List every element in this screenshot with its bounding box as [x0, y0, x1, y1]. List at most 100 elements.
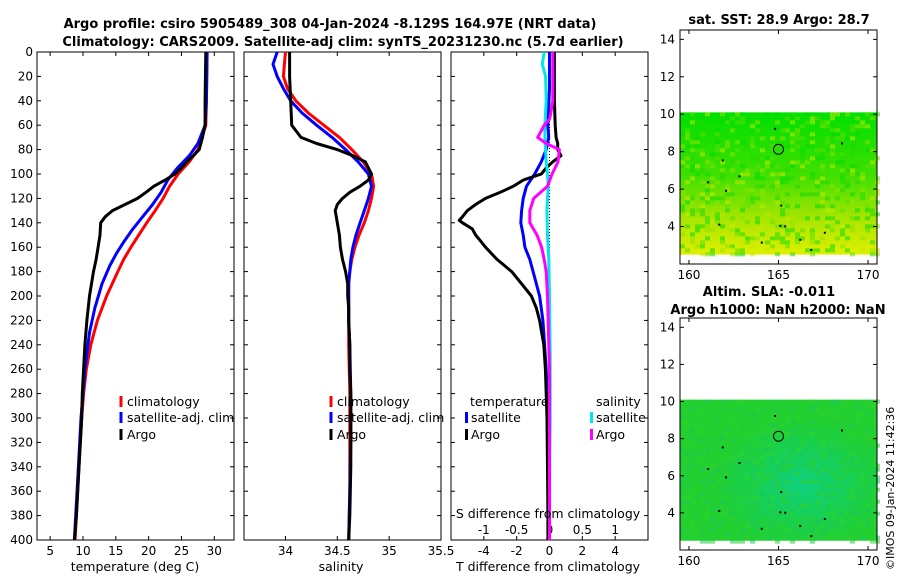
- heatmap-cell: [855, 495, 860, 500]
- heatmap-cell: [775, 511, 780, 516]
- heatmap-cell: [810, 407, 815, 412]
- heatmap-cell: [745, 483, 750, 488]
- heatmap-cell: [830, 128, 835, 133]
- y-tick-label: 400: [10, 533, 33, 547]
- heatmap-cell: [685, 467, 690, 472]
- heatmap-cell: [745, 204, 750, 209]
- heatmap-cell: [780, 224, 785, 229]
- heatmap-cell: [740, 531, 745, 536]
- x-tick-label: 35.5: [428, 544, 455, 558]
- heatmap-cell: [850, 228, 855, 233]
- heatmap-cell: [700, 403, 705, 408]
- heatmap-cell: [765, 248, 770, 253]
- heatmap-cell: [680, 148, 685, 153]
- heatmap-cell: [825, 423, 830, 428]
- heatmap-cell: [810, 419, 815, 424]
- heatmap-cell: [765, 164, 770, 169]
- heatmap-cell: [810, 172, 815, 177]
- x-tick-label: 165: [767, 268, 790, 282]
- heatmap-cell: [685, 415, 690, 420]
- heatmap-cell: [785, 128, 790, 133]
- heatmap-cell: [850, 487, 855, 492]
- heatmap-cell: [760, 184, 765, 189]
- heatmap-cell: [760, 463, 765, 468]
- heatmap-cell: [810, 240, 815, 245]
- heatmap-cell: [690, 232, 695, 237]
- heatmap-cell: [725, 200, 730, 205]
- heatmap-cell: [850, 479, 855, 484]
- heatmap-cell: [775, 180, 780, 185]
- heatmap-missing-cell: [718, 509, 721, 512]
- heatmap-cell: [750, 196, 755, 201]
- heatmap-cell: [685, 535, 690, 540]
- x-tick-label: 165: [767, 554, 790, 568]
- heatmap-cell: [805, 463, 810, 468]
- heatmap-cell: [820, 152, 825, 157]
- heatmap-cell: [735, 180, 740, 185]
- heatmap-cell: [860, 124, 865, 129]
- heatmap-cell: [780, 467, 785, 472]
- heatmap-cell: [750, 523, 755, 528]
- heatmap-cell: [695, 427, 700, 432]
- heatmap-cell: [700, 527, 705, 532]
- heatmap-cell: [810, 232, 815, 237]
- heatmap-cell: [685, 511, 690, 516]
- heatmap-cell: [695, 407, 700, 412]
- heatmap-cell: [855, 124, 860, 129]
- heatmap-cell: [840, 168, 845, 173]
- heatmap-cell: [680, 491, 685, 496]
- heatmap-cell: [785, 499, 790, 504]
- heatmap-cell: [850, 208, 855, 213]
- heatmap-cell: [725, 140, 730, 145]
- heatmap-cell: [795, 160, 800, 165]
- y-tick-label: 140: [10, 216, 33, 230]
- heatmap-cell: [785, 491, 790, 496]
- heatmap-cell: [730, 403, 735, 408]
- heatmap-cell: [705, 523, 710, 528]
- heatmap-cell: [830, 148, 835, 153]
- heatmap-cell: [695, 120, 700, 125]
- heatmap-cell: [685, 495, 690, 500]
- heatmap-cell: [810, 527, 815, 532]
- heatmap-cell: [685, 156, 690, 161]
- heatmap-cell: [860, 248, 865, 253]
- heatmap-cell: [845, 523, 850, 528]
- heatmap-cell: [790, 132, 795, 137]
- heatmap-cell: [805, 407, 810, 412]
- heatmap-cell: [720, 519, 725, 524]
- heatmap-cell: [705, 112, 710, 117]
- heatmap-cell: [840, 515, 845, 520]
- heatmap-cell: [760, 176, 765, 181]
- heatmap-cell: [850, 216, 855, 221]
- heatmap-cell: [825, 427, 830, 432]
- heatmap-cell: [770, 156, 775, 161]
- heatmap-cell: [725, 128, 730, 133]
- heatmap-cell: [835, 399, 840, 404]
- heatmap-cell: [760, 423, 765, 428]
- heatmap-cell: [785, 415, 790, 420]
- heatmap-cell: [715, 152, 720, 157]
- heatmap-cell: [740, 164, 745, 169]
- heatmap-cell: [745, 527, 750, 532]
- heatmap-cell: [760, 204, 765, 209]
- heatmap-cell: [745, 523, 750, 528]
- heatmap-cell: [705, 511, 710, 516]
- heatmap-cell: [860, 463, 865, 468]
- heatmap-cell: [720, 148, 725, 153]
- heatmap-cell: [775, 451, 780, 456]
- heatmap-cell: [850, 431, 855, 436]
- heatmap-cell: [775, 471, 780, 476]
- heatmap-cell: [835, 236, 840, 241]
- heatmap-cell: [745, 455, 750, 460]
- heatmap-cell: [690, 443, 695, 448]
- heatmap-cell: [825, 511, 830, 516]
- heatmap-cell: [730, 439, 735, 444]
- heatmap-cell: [760, 232, 765, 237]
- heatmap-cell: [850, 491, 855, 496]
- heatmap-cell: [705, 459, 710, 464]
- heatmap-cell: [830, 136, 835, 141]
- heatmap-cell: [830, 228, 835, 233]
- heatmap-cell: [830, 435, 835, 440]
- x-tick-label: 5: [46, 544, 54, 558]
- salinity-xlabel: salinity: [319, 559, 364, 574]
